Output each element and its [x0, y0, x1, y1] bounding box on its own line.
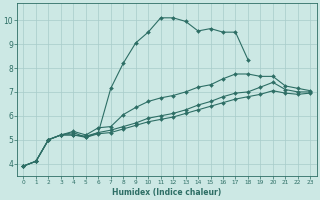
- X-axis label: Humidex (Indice chaleur): Humidex (Indice chaleur): [112, 188, 221, 197]
